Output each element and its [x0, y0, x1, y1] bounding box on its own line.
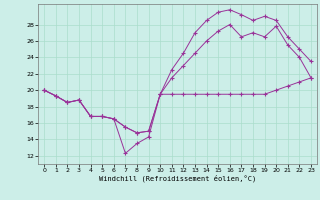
X-axis label: Windchill (Refroidissement éolien,°C): Windchill (Refroidissement éolien,°C) [99, 175, 256, 182]
